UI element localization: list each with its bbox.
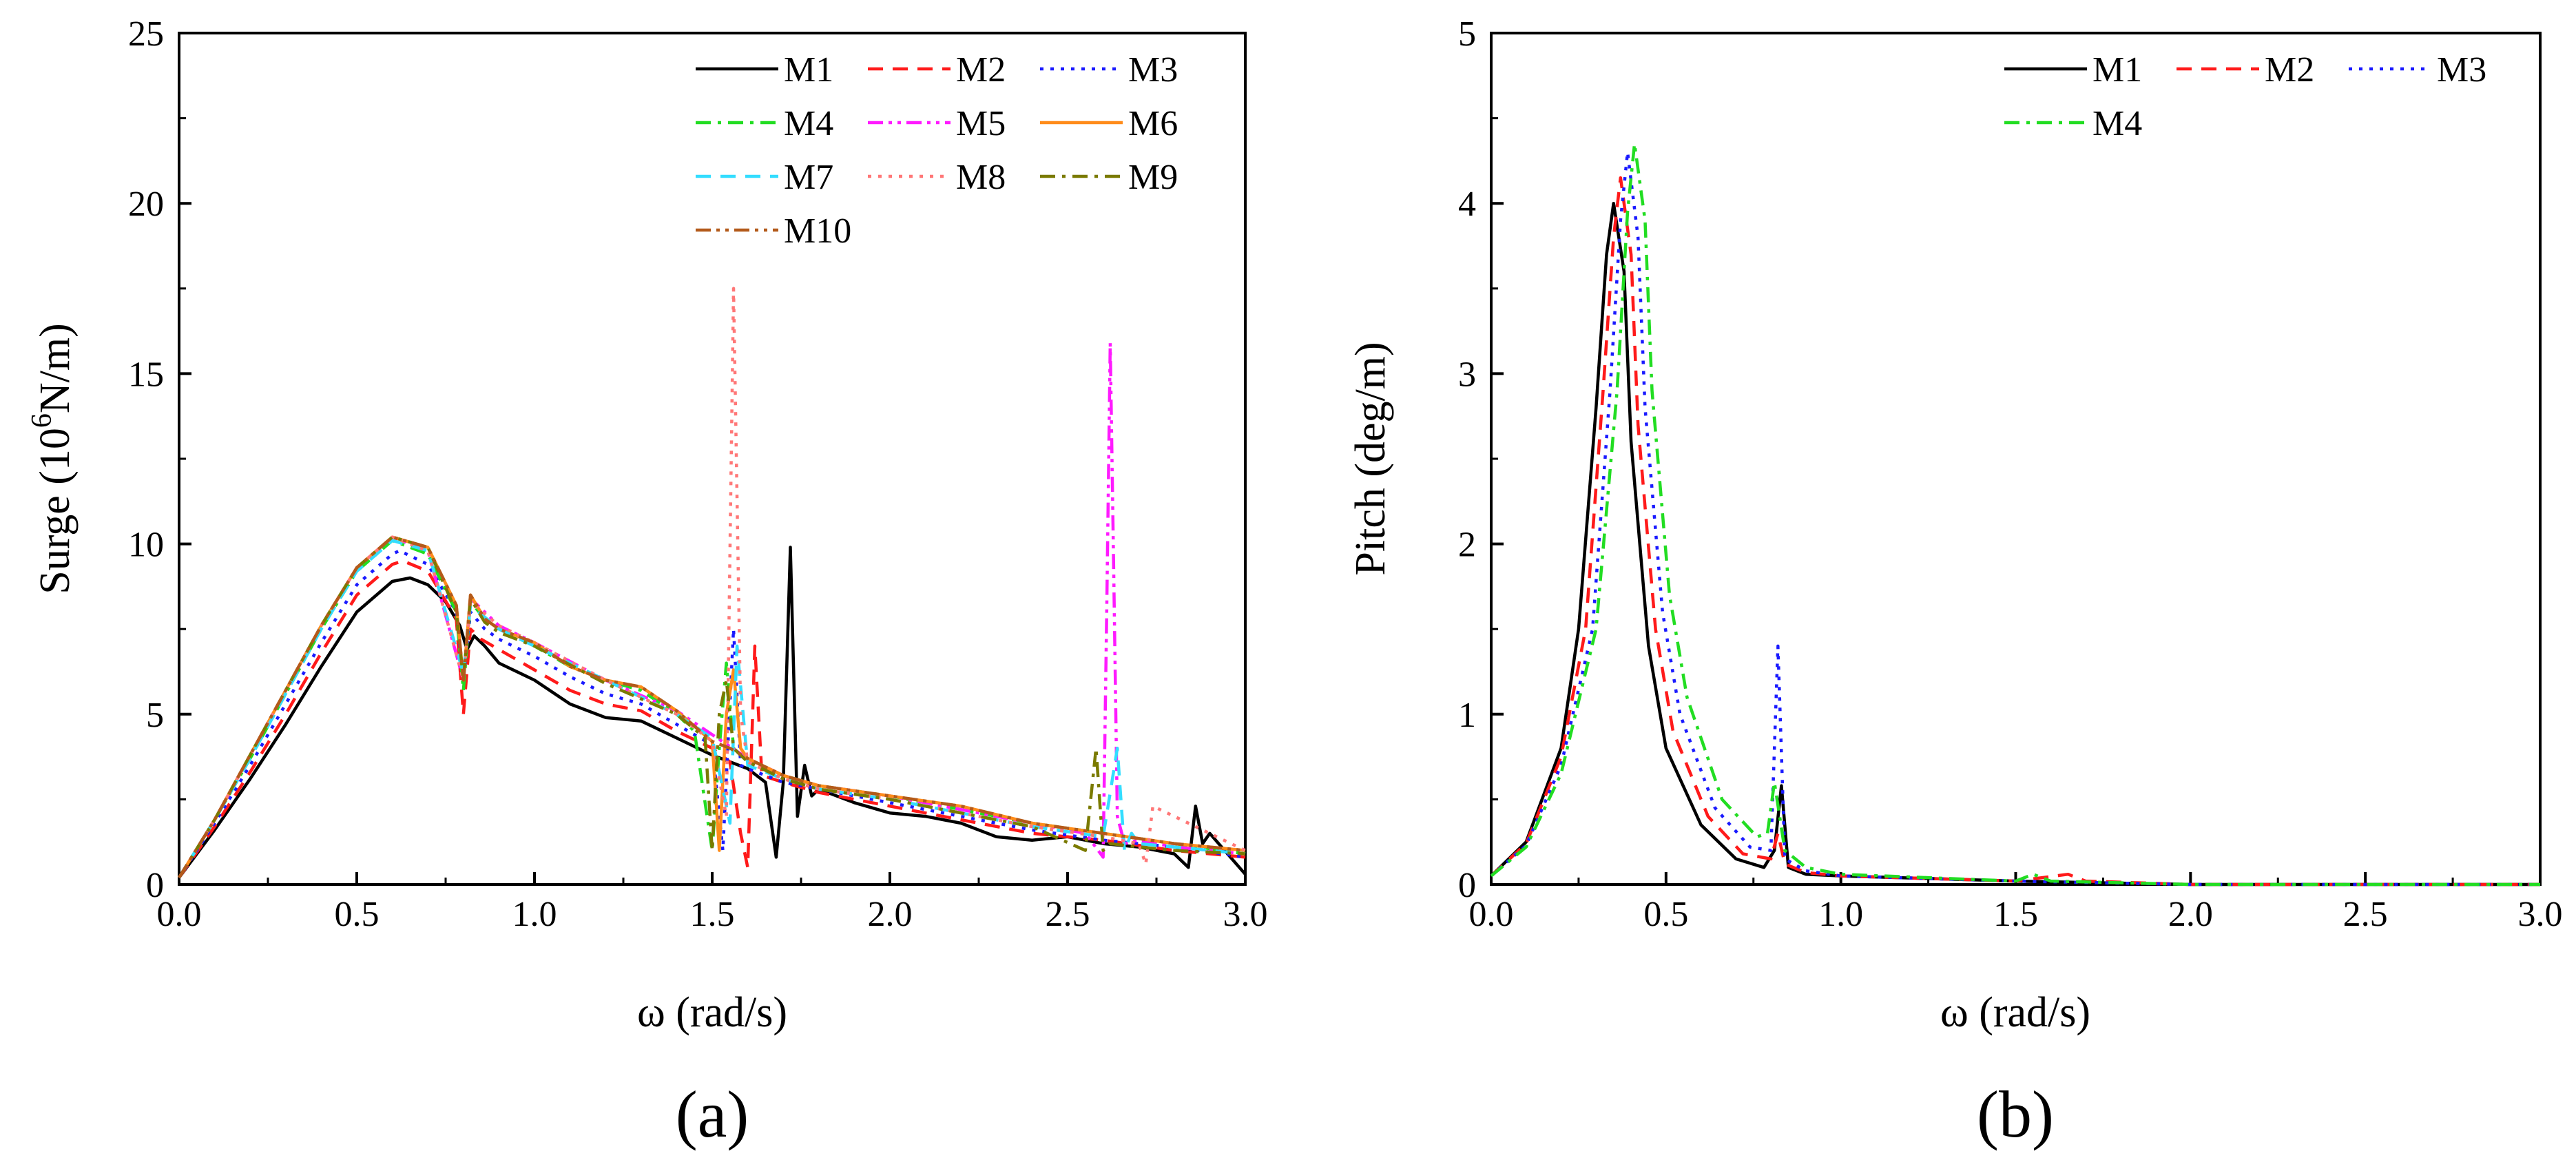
y-tick-label: 1 bbox=[1458, 696, 1476, 735]
legend-label-m8: M8 bbox=[956, 158, 1006, 197]
series-line-m5 bbox=[178, 341, 1246, 879]
legend-label-m5: M5 bbox=[956, 104, 1006, 143]
x-tick-label: 3.0 bbox=[2518, 895, 2563, 934]
x-tick-label: 0.0 bbox=[157, 895, 202, 934]
legend-label-m1: M1 bbox=[2092, 50, 2142, 90]
legend-label-m3: M3 bbox=[1128, 50, 1178, 90]
legend-label-m7: M7 bbox=[784, 158, 833, 197]
y-tick-label: 0 bbox=[1458, 866, 1476, 905]
y-axis-title-pitch: Pitch (deg/m) bbox=[1347, 342, 1394, 575]
y-tick-label: 10 bbox=[128, 526, 164, 565]
legend-label-m4: M4 bbox=[2092, 104, 2142, 143]
y-tick-label: 5 bbox=[146, 696, 164, 735]
x-tick-label: 1.0 bbox=[1818, 895, 1863, 934]
series-line-m2 bbox=[178, 559, 1246, 879]
series-line-m10 bbox=[178, 535, 1246, 879]
y-tick-label: 0 bbox=[146, 866, 164, 905]
legend-surge: M1 M2 M3 M4 M5 M6 M7 M8 M9 M10 bbox=[696, 50, 1178, 251]
x-tick-label: 3.0 bbox=[1223, 895, 1268, 934]
y-axis-title-surge: Surge (106N/m) bbox=[26, 323, 79, 594]
legend-pitch: M1 M2 M3 M4 bbox=[2004, 50, 2486, 143]
series-line-m3 bbox=[1490, 150, 2540, 887]
x-tick-label: 2.5 bbox=[2343, 895, 2388, 934]
y-tick-label: 15 bbox=[128, 355, 164, 394]
series-line-m4 bbox=[1490, 142, 2540, 887]
y-tick-label: 25 bbox=[128, 14, 164, 54]
x-tick-label: 0.5 bbox=[1643, 895, 1688, 934]
y-tick-label: 4 bbox=[1458, 185, 1476, 224]
panel-label-a: (a) bbox=[676, 1077, 749, 1151]
series-line-m2 bbox=[1490, 176, 2540, 887]
x-tick-label: 2.5 bbox=[1046, 895, 1090, 934]
axis-ticks-surge: 0.0 0.5 1.0 1.5 2.0 2.5 3.0 0 5 10 15 20 25 bbox=[128, 14, 1268, 934]
series-line-m9 bbox=[178, 535, 1246, 879]
x-tick-label: 0.0 bbox=[1469, 895, 1514, 934]
legend-label-m9: M9 bbox=[1128, 158, 1178, 197]
series-line-m7 bbox=[178, 539, 1246, 879]
legend-label-m2: M2 bbox=[956, 50, 1006, 90]
chart-surge: 0.0 0.5 1.0 1.5 2.0 2.5 3.0 0 5 10 15 20 25 M1 M2 M3 M4… bbox=[26, 14, 1268, 1151]
legend-label-m3: M3 bbox=[2437, 50, 2486, 90]
series-line-m8 bbox=[178, 287, 1246, 879]
legend-label-m6: M6 bbox=[1128, 104, 1178, 143]
y-tick-label: 20 bbox=[128, 185, 164, 224]
x-tick-label: 2.0 bbox=[868, 895, 913, 934]
legend-label-m1: M1 bbox=[784, 50, 833, 90]
chart-pitch: 0.0 0.5 1.0 1.5 2.0 2.5 3.0 0 1 2 3 4 5 M1 M2 M3 M4 ω (… bbox=[1347, 14, 2563, 1151]
series-line-m1 bbox=[178, 546, 1247, 879]
x-tick-label: 1.0 bbox=[512, 895, 557, 934]
y-tick-label: 2 bbox=[1458, 526, 1476, 565]
legend-label-m10: M10 bbox=[784, 211, 851, 251]
x-tick-label: 0.5 bbox=[335, 895, 380, 934]
x-tick-label: 2.0 bbox=[2168, 895, 2213, 934]
plot-frame-pitch bbox=[1490, 32, 2542, 886]
x-tick-label: 1.5 bbox=[690, 895, 735, 934]
series-lines-pitch bbox=[1490, 142, 2540, 887]
series-lines-surge bbox=[178, 287, 1247, 879]
panel-label-b: (b) bbox=[1977, 1077, 2054, 1151]
y-tick-label: 3 bbox=[1458, 355, 1476, 394]
legend-label-m4: M4 bbox=[784, 104, 833, 143]
x-axis-title-surge: ω (rad/s) bbox=[637, 989, 787, 1036]
x-axis-title-pitch: ω (rad/s) bbox=[1940, 989, 2090, 1036]
axis-ticks-pitch: 0.0 0.5 1.0 1.5 2.0 2.5 3.0 0 1 2 3 4 5 bbox=[1458, 14, 2563, 934]
y-tick-label: 5 bbox=[1458, 14, 1476, 54]
x-tick-label: 1.5 bbox=[1993, 895, 2038, 934]
legend-label-m2: M2 bbox=[2265, 50, 2314, 90]
